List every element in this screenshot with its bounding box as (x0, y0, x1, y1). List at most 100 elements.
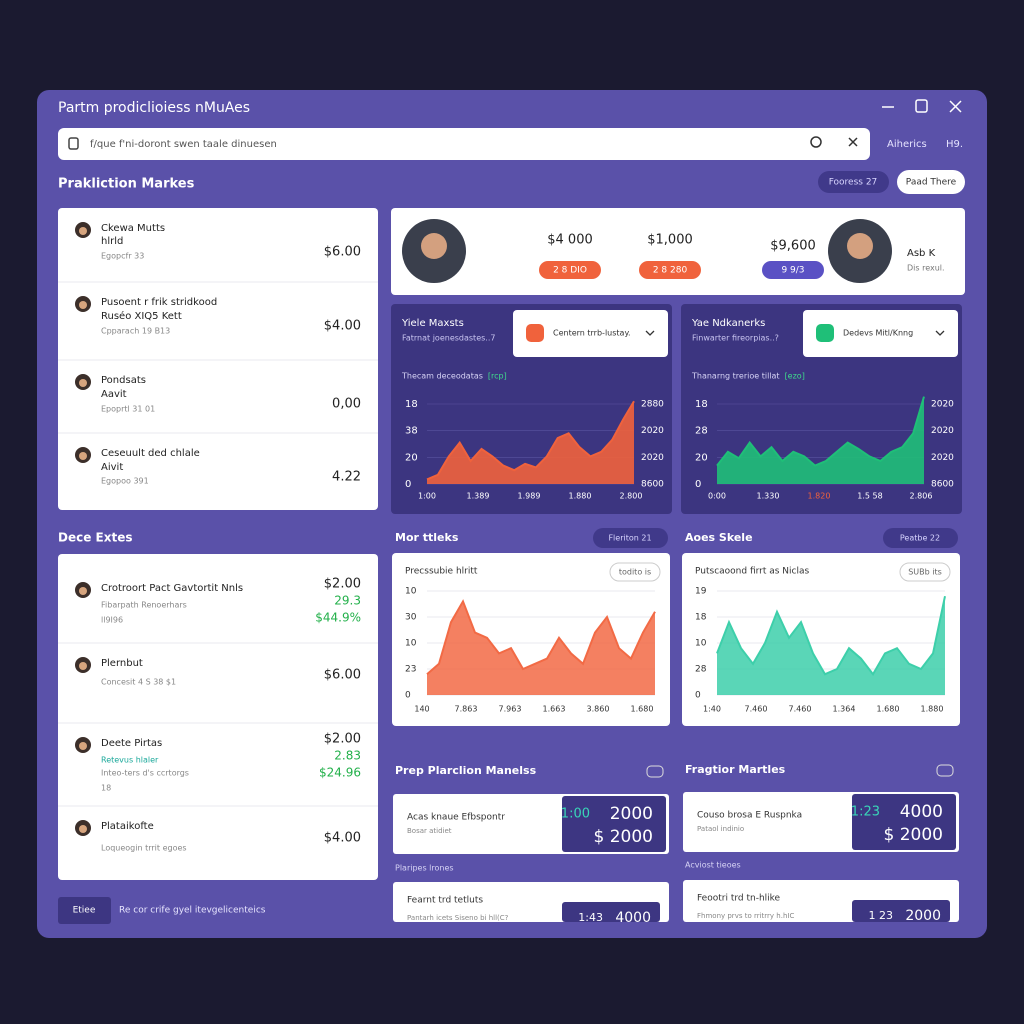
badge-big: 2000 (905, 908, 941, 924)
dropdown-label: Centern trrb-lustay. (553, 329, 631, 338)
list-item-value: $6.00 (324, 245, 361, 260)
search-icon[interactable] (810, 136, 822, 148)
market-badge (562, 902, 660, 922)
search-box[interactable] (58, 128, 870, 160)
dropdown[interactable] (803, 310, 958, 357)
y-tick-label: 23 (405, 665, 416, 675)
list-item-meta: hlrld (101, 236, 123, 247)
chart-title: Precssubie hlritt (405, 567, 478, 577)
dropdown[interactable] (513, 310, 668, 357)
avatar-face (79, 227, 87, 235)
section-title: Prakliction Markes (58, 177, 195, 192)
y-tick-label: 38 (405, 426, 418, 437)
filter-button-label: Fooress 27 (829, 178, 878, 188)
profile-face (847, 233, 873, 259)
footer-button[interactable] (58, 897, 111, 924)
y-tick-label: 0 (695, 691, 701, 701)
profile-name: Asb K (907, 248, 936, 259)
footer-button-label: Etiee (73, 906, 96, 916)
chart-label: Thanarng trerioe tillat (691, 372, 780, 381)
profile-face (421, 233, 447, 259)
avatar-face (79, 662, 87, 670)
chart-pill[interactable] (899, 562, 951, 582)
section-title: Aoes Skele (685, 531, 753, 544)
profile-pill[interactable] (762, 261, 824, 279)
profile-pill-label: 9 9/3 (781, 266, 804, 276)
section-button-label: Fleriton 21 (608, 534, 651, 543)
avatar-face (79, 379, 87, 387)
x-tick-label: 1.820 (808, 492, 831, 501)
list-item-meta: Cpparach 19 B13 (101, 327, 170, 336)
badge-small: 1:00 (561, 807, 590, 822)
y-tick-label: 0 (405, 479, 411, 490)
y-tick-label-right: 2020 (641, 426, 664, 436)
y-tick-label-right: 2020 (931, 426, 954, 436)
profile-value: $4 000 (547, 233, 593, 248)
y-tick-label-right: 2880 (641, 400, 664, 410)
profile-value: $1,000 (647, 233, 693, 248)
y-tick-label: 18 (695, 399, 708, 410)
maximize-icon[interactable] (915, 99, 928, 113)
badge-big: 2000 (610, 804, 653, 824)
info-icon[interactable] (646, 765, 664, 778)
info-icon[interactable] (936, 764, 954, 777)
list-item-value: 2.83 (334, 749, 361, 763)
dropdown-icon (526, 324, 544, 342)
list-card (58, 554, 378, 880)
profile-pill[interactable] (639, 261, 701, 279)
list-item-meta: Loqueogin trrit egoes (101, 844, 187, 853)
window-title: Partm prodiclioiess nMuAes (58, 100, 250, 116)
badge-small: 1:23 (851, 805, 880, 820)
profile-pill-label: 2 8 280 (653, 266, 688, 276)
x-tick-label: 1.663 (543, 705, 566, 714)
list-item-title: Ceseuult ded chlale (101, 448, 200, 459)
list-item-meta: Egopoo 391 (101, 477, 149, 486)
profile-pill-label: 2 8 DIO (553, 266, 587, 276)
badge-small: 1 23 (869, 909, 894, 922)
dropdown-caret (935, 330, 945, 336)
primary-button[interactable] (897, 170, 965, 194)
chart-tag: [ezo] (785, 372, 805, 381)
list-item-value: 4.22 (332, 470, 361, 485)
x-tick-label: 7.963 (499, 705, 522, 714)
chart-title: Putscaoond firrt as Niclas (695, 567, 810, 577)
search-clear[interactable] (848, 137, 858, 147)
x-tick-label: 1.364 (833, 705, 856, 714)
top-link: Aiherics (887, 139, 927, 150)
section-button[interactable] (593, 528, 668, 548)
x-tick-label: 2.806 (910, 492, 933, 501)
list-item-title: Deete Pirtas (101, 738, 162, 749)
x-tick-label: 1.989 (518, 492, 541, 501)
panel-title: Yiele Maxsts (401, 318, 464, 329)
area-line (716, 595, 946, 676)
section-title: Prep Plarclion Manelss (395, 764, 537, 777)
x-tick-label: 0:00 (708, 492, 726, 501)
section-title: Mor ttleks (395, 531, 459, 544)
area-line (426, 400, 635, 481)
section-button-label: Peatbe 22 (900, 534, 940, 543)
y-tick-label: 18 (695, 613, 707, 623)
list-item-value: $4.00 (324, 319, 361, 334)
chart-tag: [rcp] (488, 372, 507, 381)
chart-pill[interactable] (609, 562, 661, 582)
profile-pill[interactable] (539, 261, 601, 279)
list-item-meta: Concesit 4 S 38 $1 (101, 678, 176, 687)
list-item-value: $44.9% (315, 611, 361, 625)
list-item-meta: Inteo-ters d's ccrtorgs (101, 769, 189, 778)
y-tick-label-right: 2020 (931, 400, 954, 410)
y-tick-label-right: 2020 (641, 453, 664, 463)
search-icon-left (68, 137, 79, 150)
filter-button[interactable] (818, 171, 889, 193)
section-button[interactable] (883, 528, 958, 548)
market-card-sub: Fhmony prvs to rritrry h.hIC (697, 912, 794, 920)
profile-sub: Dis rexul. (907, 264, 945, 273)
market-card-sub: Pantarh icets Siseno bi hll(C? (407, 914, 509, 922)
list-item-meta: Fibarpath Renoerhars (101, 601, 187, 610)
market-card-title: Couso brosa E Ruspnka (697, 811, 802, 821)
y-tick-label: 30 (405, 613, 417, 623)
list-item-meta: Retevus hlaler (101, 756, 159, 765)
y-tick-label: 0 (405, 691, 411, 701)
close-icon[interactable] (949, 100, 962, 113)
